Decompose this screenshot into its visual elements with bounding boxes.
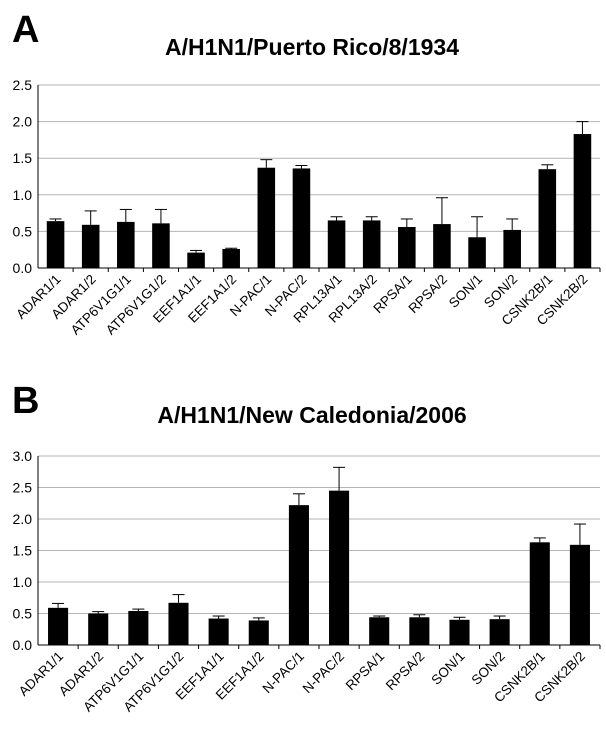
- y-tick-label: 0.0: [13, 637, 33, 653]
- x-tick-label: RPSA/2: [405, 272, 450, 317]
- bar: [468, 237, 486, 268]
- bar: [362, 220, 381, 268]
- bar: [257, 167, 276, 268]
- bar: [81, 224, 100, 268]
- x-tick-label: SON/2: [469, 649, 508, 688]
- bar: [152, 223, 170, 268]
- bar: [88, 613, 109, 645]
- chart-b-title: A/H1N1/New Caledonia/2006: [157, 402, 466, 428]
- x-tick-label: SON/1: [446, 272, 485, 311]
- x-tick-label: N-PAC/1: [259, 649, 307, 697]
- x-tick-label: RPSA/1: [343, 649, 388, 694]
- chart-a-title: A/H1N1/Puerto Rico/8/1934: [165, 34, 459, 60]
- bar: [573, 134, 592, 268]
- bar: [327, 220, 346, 268]
- y-tick-label: 1.0: [13, 574, 33, 590]
- y-tick-label: 1.5: [13, 543, 33, 559]
- bar: [503, 229, 521, 268]
- bar: [398, 227, 416, 268]
- bar: [449, 619, 470, 645]
- chart-a-plot: 0.00.51.01.52.02.5ADAR1/1ADAR1/2ATP6V1G1…: [13, 77, 601, 338]
- bar: [187, 252, 205, 268]
- y-tick-label: 0.5: [13, 606, 33, 622]
- panel-a-letter: A: [12, 9, 39, 51]
- bar: [433, 224, 451, 268]
- panel-b-letter: B: [12, 380, 39, 422]
- bar: [329, 490, 350, 645]
- bar: [288, 505, 309, 645]
- y-tick-label: 2.5: [13, 480, 33, 496]
- y-tick-label: 3.0: [13, 448, 33, 464]
- y-tick-label: 2.5: [13, 77, 33, 93]
- y-tick-label: 1.0: [13, 187, 33, 203]
- bar: [409, 617, 430, 645]
- bar: [48, 607, 69, 645]
- x-tick-label: SON/1: [428, 649, 467, 688]
- bar: [529, 542, 550, 645]
- y-tick-label: 2.0: [13, 511, 33, 527]
- bar: [489, 619, 510, 645]
- chart-b-plot: 0.00.51.01.52.02.53.0ADAR1/1ADAR1/2ATP6V…: [13, 448, 601, 715]
- y-tick-label: 2.0: [13, 114, 33, 130]
- bar: [222, 248, 240, 268]
- bar: [117, 221, 135, 268]
- y-tick-label: 1.5: [13, 150, 33, 166]
- bar: [248, 620, 269, 645]
- y-tick-label: 0.0: [13, 260, 33, 276]
- bar: [538, 169, 557, 268]
- bar: [292, 168, 311, 268]
- bar: [208, 618, 229, 645]
- bar: [168, 602, 189, 645]
- bar: [46, 221, 65, 268]
- bar: [569, 544, 590, 645]
- bar: [128, 610, 149, 645]
- bar: [369, 617, 390, 645]
- y-tick-label: 0.5: [13, 223, 33, 239]
- x-tick-label: N-PAC/2: [300, 649, 348, 697]
- x-tick-label: RPSA/2: [383, 649, 428, 694]
